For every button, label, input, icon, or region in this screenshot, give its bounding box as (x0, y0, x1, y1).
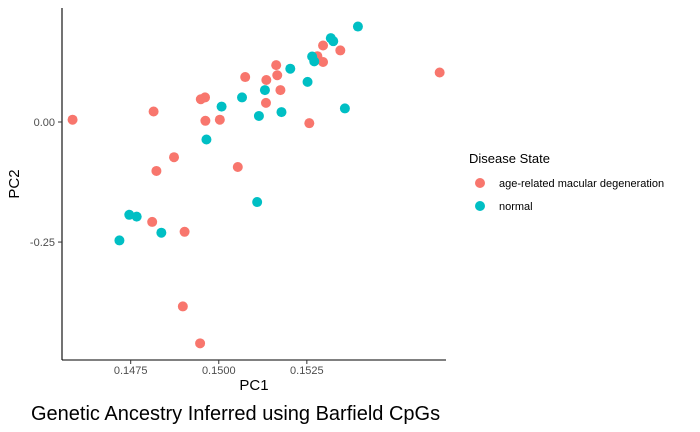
chart-title: Genetic Ancestry Inferred using Barfield… (31, 403, 440, 425)
data-point-normal (131, 211, 142, 222)
data-point-amd (177, 301, 188, 312)
data-point-amd (148, 106, 159, 117)
legend-label-normal: normal (499, 201, 533, 213)
data-point-amd (434, 67, 445, 78)
data-point-amd (67, 114, 78, 125)
x-tick-label: 0.1500 (202, 365, 236, 377)
data-point-amd (147, 216, 158, 227)
data-point-amd (240, 72, 251, 83)
data-point-amd (151, 165, 162, 176)
data-point-amd (200, 115, 211, 126)
x-tick-label: 0.1475 (114, 365, 148, 377)
data-point-normal (339, 103, 350, 114)
data-point-amd (232, 162, 243, 173)
data-point-normal (259, 85, 270, 96)
data-point-normal (285, 63, 296, 74)
data-point-normal (328, 36, 339, 47)
data-point-amd (304, 118, 315, 129)
data-point-amd (200, 92, 211, 103)
data-point-amd (195, 338, 206, 349)
legend: Disease State age-related macular degene… (469, 151, 664, 213)
y-tick-label: 0.00 (34, 117, 55, 129)
data-point-normal (114, 235, 125, 246)
data-point-normal (309, 56, 320, 67)
legend-title: Disease State (469, 151, 550, 166)
data-point-amd (261, 74, 272, 85)
data-point-amd (169, 152, 180, 163)
legend-key-amd (475, 178, 485, 188)
y-axis-title: PC2 (6, 169, 23, 198)
data-point-amd (214, 114, 225, 125)
x-axis-title: PC1 (239, 377, 268, 394)
data-point-normal (302, 76, 313, 87)
data-point-amd (271, 60, 282, 71)
data-point-normal (156, 227, 167, 238)
data-point-normal (276, 107, 287, 118)
data-point-normal (201, 134, 212, 145)
data-point-normal (253, 110, 264, 121)
data-point-amd (260, 97, 271, 108)
legend-key-normal (475, 201, 485, 211)
y-ticks: -0.25 0.00 (30, 117, 62, 249)
data-point-amd (335, 45, 346, 56)
data-point-amd (318, 40, 329, 51)
y-tick-label: -0.25 (30, 237, 55, 249)
data-point-amd (272, 70, 283, 81)
data-point-amd (275, 85, 286, 96)
data-point-amd (179, 226, 190, 237)
data-point-normal (352, 21, 363, 32)
data-point-normal (216, 101, 227, 112)
legend-label-amd: age-related macular degeneration (499, 178, 664, 190)
points-layer (67, 21, 445, 349)
x-tick-label: 0.1525 (290, 365, 324, 377)
x-ticks: 0.1475 0.1500 0.1525 (114, 360, 324, 377)
data-point-normal (252, 197, 263, 208)
data-point-amd (318, 57, 329, 68)
data-point-normal (237, 92, 248, 103)
